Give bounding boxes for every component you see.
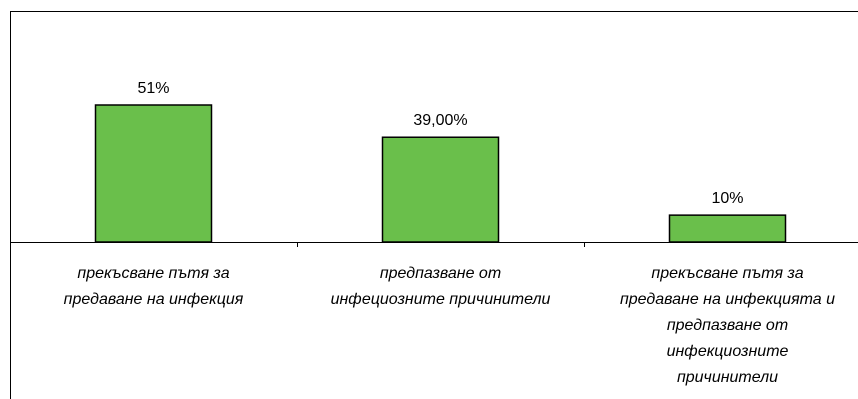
category-label: предаване на инфекцията и [620,291,835,308]
data-label: 39,00% [413,112,467,129]
data-label: 51% [137,80,169,97]
category-label: инфекциозните [667,343,789,360]
category-label: инфециозните причинители [331,291,551,308]
category-label: предпазване от [380,265,501,282]
data-label: 10% [711,190,743,207]
x-axis-ticks [10,242,585,247]
category-label: причинители [677,369,778,386]
category-label: предаване на инфекция [64,291,244,308]
category-label: прекъсване пътя за [651,265,803,282]
bar [381,136,500,243]
category-labels-group: прекъсване пътя за предаване на инфекция п… [64,265,835,386]
bar [94,104,213,243]
bar [668,214,787,243]
bars-group [94,104,787,243]
data-labels-group: 51% 39,00% 10% [137,80,743,207]
category-label: предпазване от [667,317,788,334]
category-label: прекъсване пътя за [77,265,229,282]
